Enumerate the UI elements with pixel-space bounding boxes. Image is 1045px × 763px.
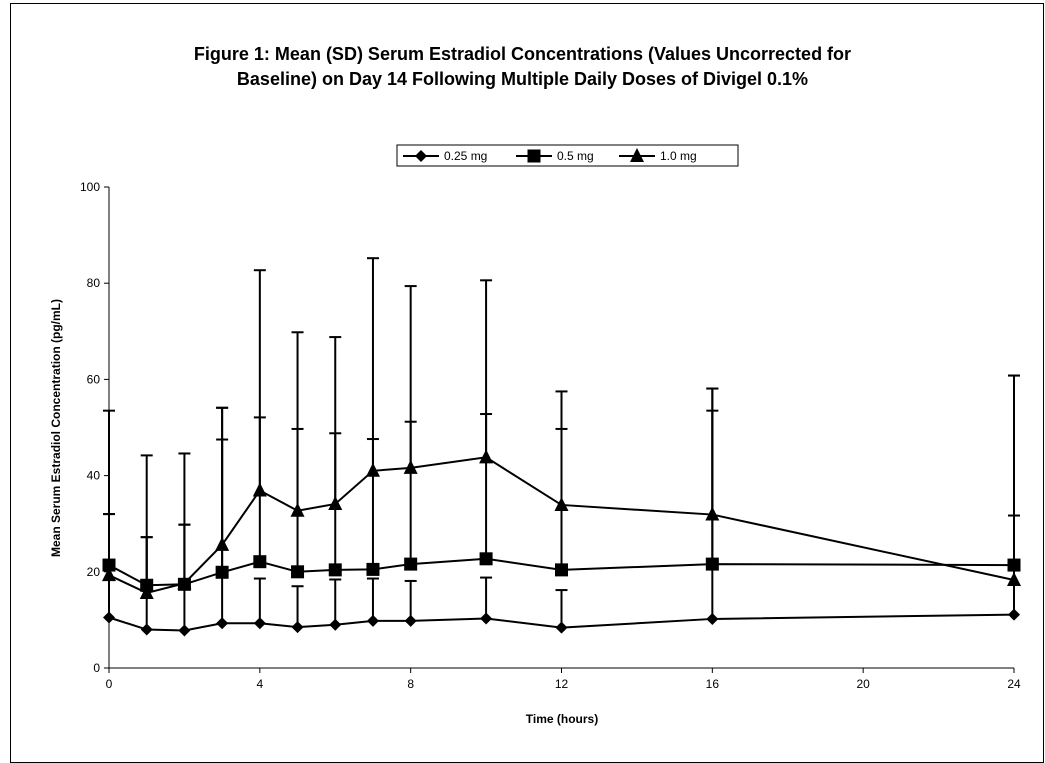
data-point-triangle xyxy=(365,462,380,477)
y-tick-label: 100 xyxy=(80,180,100,194)
x-tick-label: 8 xyxy=(407,677,414,691)
y-tick-label: 20 xyxy=(87,565,101,579)
y-tick-label: 0 xyxy=(93,661,100,675)
data-point-triangle xyxy=(479,449,494,464)
y-tick-label: 60 xyxy=(87,372,101,386)
legend-box xyxy=(396,144,739,167)
data-point-diamond xyxy=(480,612,493,625)
data-point-square xyxy=(404,557,418,571)
legend-label: 0.5 mg xyxy=(557,149,594,163)
x-axis-ticks: 0 4 8 12 16 20 24 xyxy=(106,668,1021,691)
x-tick-label: 4 xyxy=(256,677,263,691)
data-point-diamond xyxy=(706,612,719,625)
data-point-square xyxy=(215,565,229,579)
data-point-diamond xyxy=(1008,608,1020,621)
data-point-square xyxy=(479,552,493,566)
legend-marker-diamond xyxy=(415,150,427,162)
data-point-diamond xyxy=(366,614,379,627)
data-point-square xyxy=(328,563,342,577)
chart-frame xyxy=(10,3,1044,763)
data-point-square xyxy=(253,555,267,569)
data-point-square xyxy=(1007,558,1021,572)
legend: 0.25 mg 0.5 mg 1.0 mg xyxy=(396,144,739,167)
data-point-diamond xyxy=(216,617,229,630)
chart-title-line-1: Figure 1: Mean (SD) Serum Estradiol Conc… xyxy=(193,44,852,64)
data-point-triangle xyxy=(252,482,267,497)
data-point-diamond xyxy=(178,624,191,637)
data-point-triangle xyxy=(215,536,230,551)
data-markers xyxy=(102,449,1021,637)
legend-label: 0.25 mg xyxy=(444,149,487,163)
x-tick-label: 0 xyxy=(106,677,113,691)
data-point-triangle xyxy=(554,496,569,511)
data-point-triangle xyxy=(139,584,154,599)
data-point-diamond xyxy=(555,621,568,634)
x-axis-title: Time (hours) xyxy=(526,712,598,726)
axes: 0 20 40 60 80 100 0 4 8 12 16 20 24 xyxy=(80,180,1021,691)
y-tick-label: 80 xyxy=(87,276,101,290)
data-point-diamond xyxy=(329,618,342,631)
data-point-diamond xyxy=(253,617,266,630)
chart-title-line-2: Baseline) on Day 14 Following Multiple D… xyxy=(236,69,809,89)
legend-label: 1.0 mg xyxy=(660,149,697,163)
data-point-square xyxy=(366,562,380,576)
data-point-square xyxy=(705,557,719,571)
x-tick-label: 24 xyxy=(1007,677,1021,691)
data-point-triangle xyxy=(403,459,418,474)
y-axis-ticks: 0 20 40 60 80 100 xyxy=(80,180,109,675)
x-tick-label: 12 xyxy=(555,677,569,691)
chart-title: Figure 1: Mean (SD) Serum Estradiol Conc… xyxy=(0,42,1045,92)
data-point-diamond xyxy=(140,623,153,636)
data-point-triangle xyxy=(290,502,305,517)
data-point-diamond xyxy=(291,621,304,634)
data-point-square xyxy=(555,563,568,577)
legend-marker-square xyxy=(527,149,541,163)
data-point-triangle xyxy=(328,495,343,510)
x-tick-label: 16 xyxy=(706,677,720,691)
data-point-triangle xyxy=(177,575,192,590)
data-point-triangle xyxy=(705,506,720,521)
data-point-square xyxy=(291,565,305,579)
x-tick-label: 20 xyxy=(856,677,870,691)
data-point-diamond xyxy=(404,614,417,627)
y-axis-title: Mean Serum Estradiol Concentration (pg/m… xyxy=(49,299,63,557)
y-tick-label: 40 xyxy=(87,469,101,483)
legend-marker-triangle xyxy=(630,148,644,162)
data-point-triangle xyxy=(1007,571,1021,586)
